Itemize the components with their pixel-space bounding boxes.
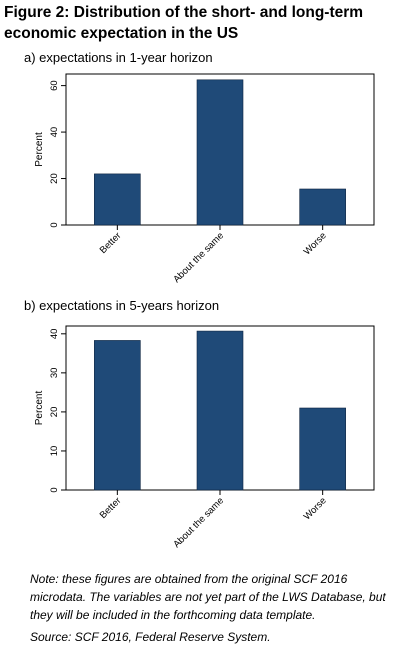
bar-better	[94, 340, 141, 491]
y-axis-label: Percent	[34, 132, 45, 167]
y-tick-label: 0	[49, 222, 60, 227]
bar-better	[94, 173, 141, 226]
figure-title: Figure 2: Distribution of the short- and…	[4, 4, 364, 42]
y-tick-label: 20	[49, 407, 60, 418]
y-tick-label: 0	[49, 487, 60, 492]
y-axis-label: Percent	[34, 391, 45, 426]
x-tick-label: About the same	[171, 230, 226, 285]
y-tick-label: 10	[49, 446, 60, 457]
panel-b-label: b) expectations in 5-years horizon	[24, 298, 220, 313]
bar-worse	[299, 407, 346, 491]
figure-source: Source: SCF 2016, Federal Reserve System…	[30, 630, 271, 644]
bar-about-the-same	[196, 79, 244, 226]
bar-worse	[299, 188, 346, 226]
y-tick-label: 40	[49, 329, 60, 340]
chart-b-5-years-horizon: 0 10 20 30 40 Percent Better About the same Wors…	[34, 325, 375, 550]
y-tick-label: 30	[49, 368, 60, 379]
y-tick-label: 20	[49, 173, 60, 184]
x-tick-label: Better	[98, 495, 124, 521]
x-tick-label: Worse	[302, 230, 329, 257]
x-tick-label: Better	[98, 230, 124, 256]
x-tick-label: About the same	[171, 495, 226, 550]
y-tick-label: 40	[49, 127, 60, 138]
panel-a-label: a) expectations in 1-year horizon	[24, 50, 213, 65]
y-tick-label: 60	[49, 80, 60, 91]
chart-a-1-year-horizon: 0 20 40 60 Percent Better About the same Worse	[34, 73, 375, 285]
bar-about-the-same	[196, 330, 244, 491]
figure-note: Note: these figures are obtained from th…	[30, 572, 386, 622]
x-tick-label: Worse	[302, 495, 329, 522]
